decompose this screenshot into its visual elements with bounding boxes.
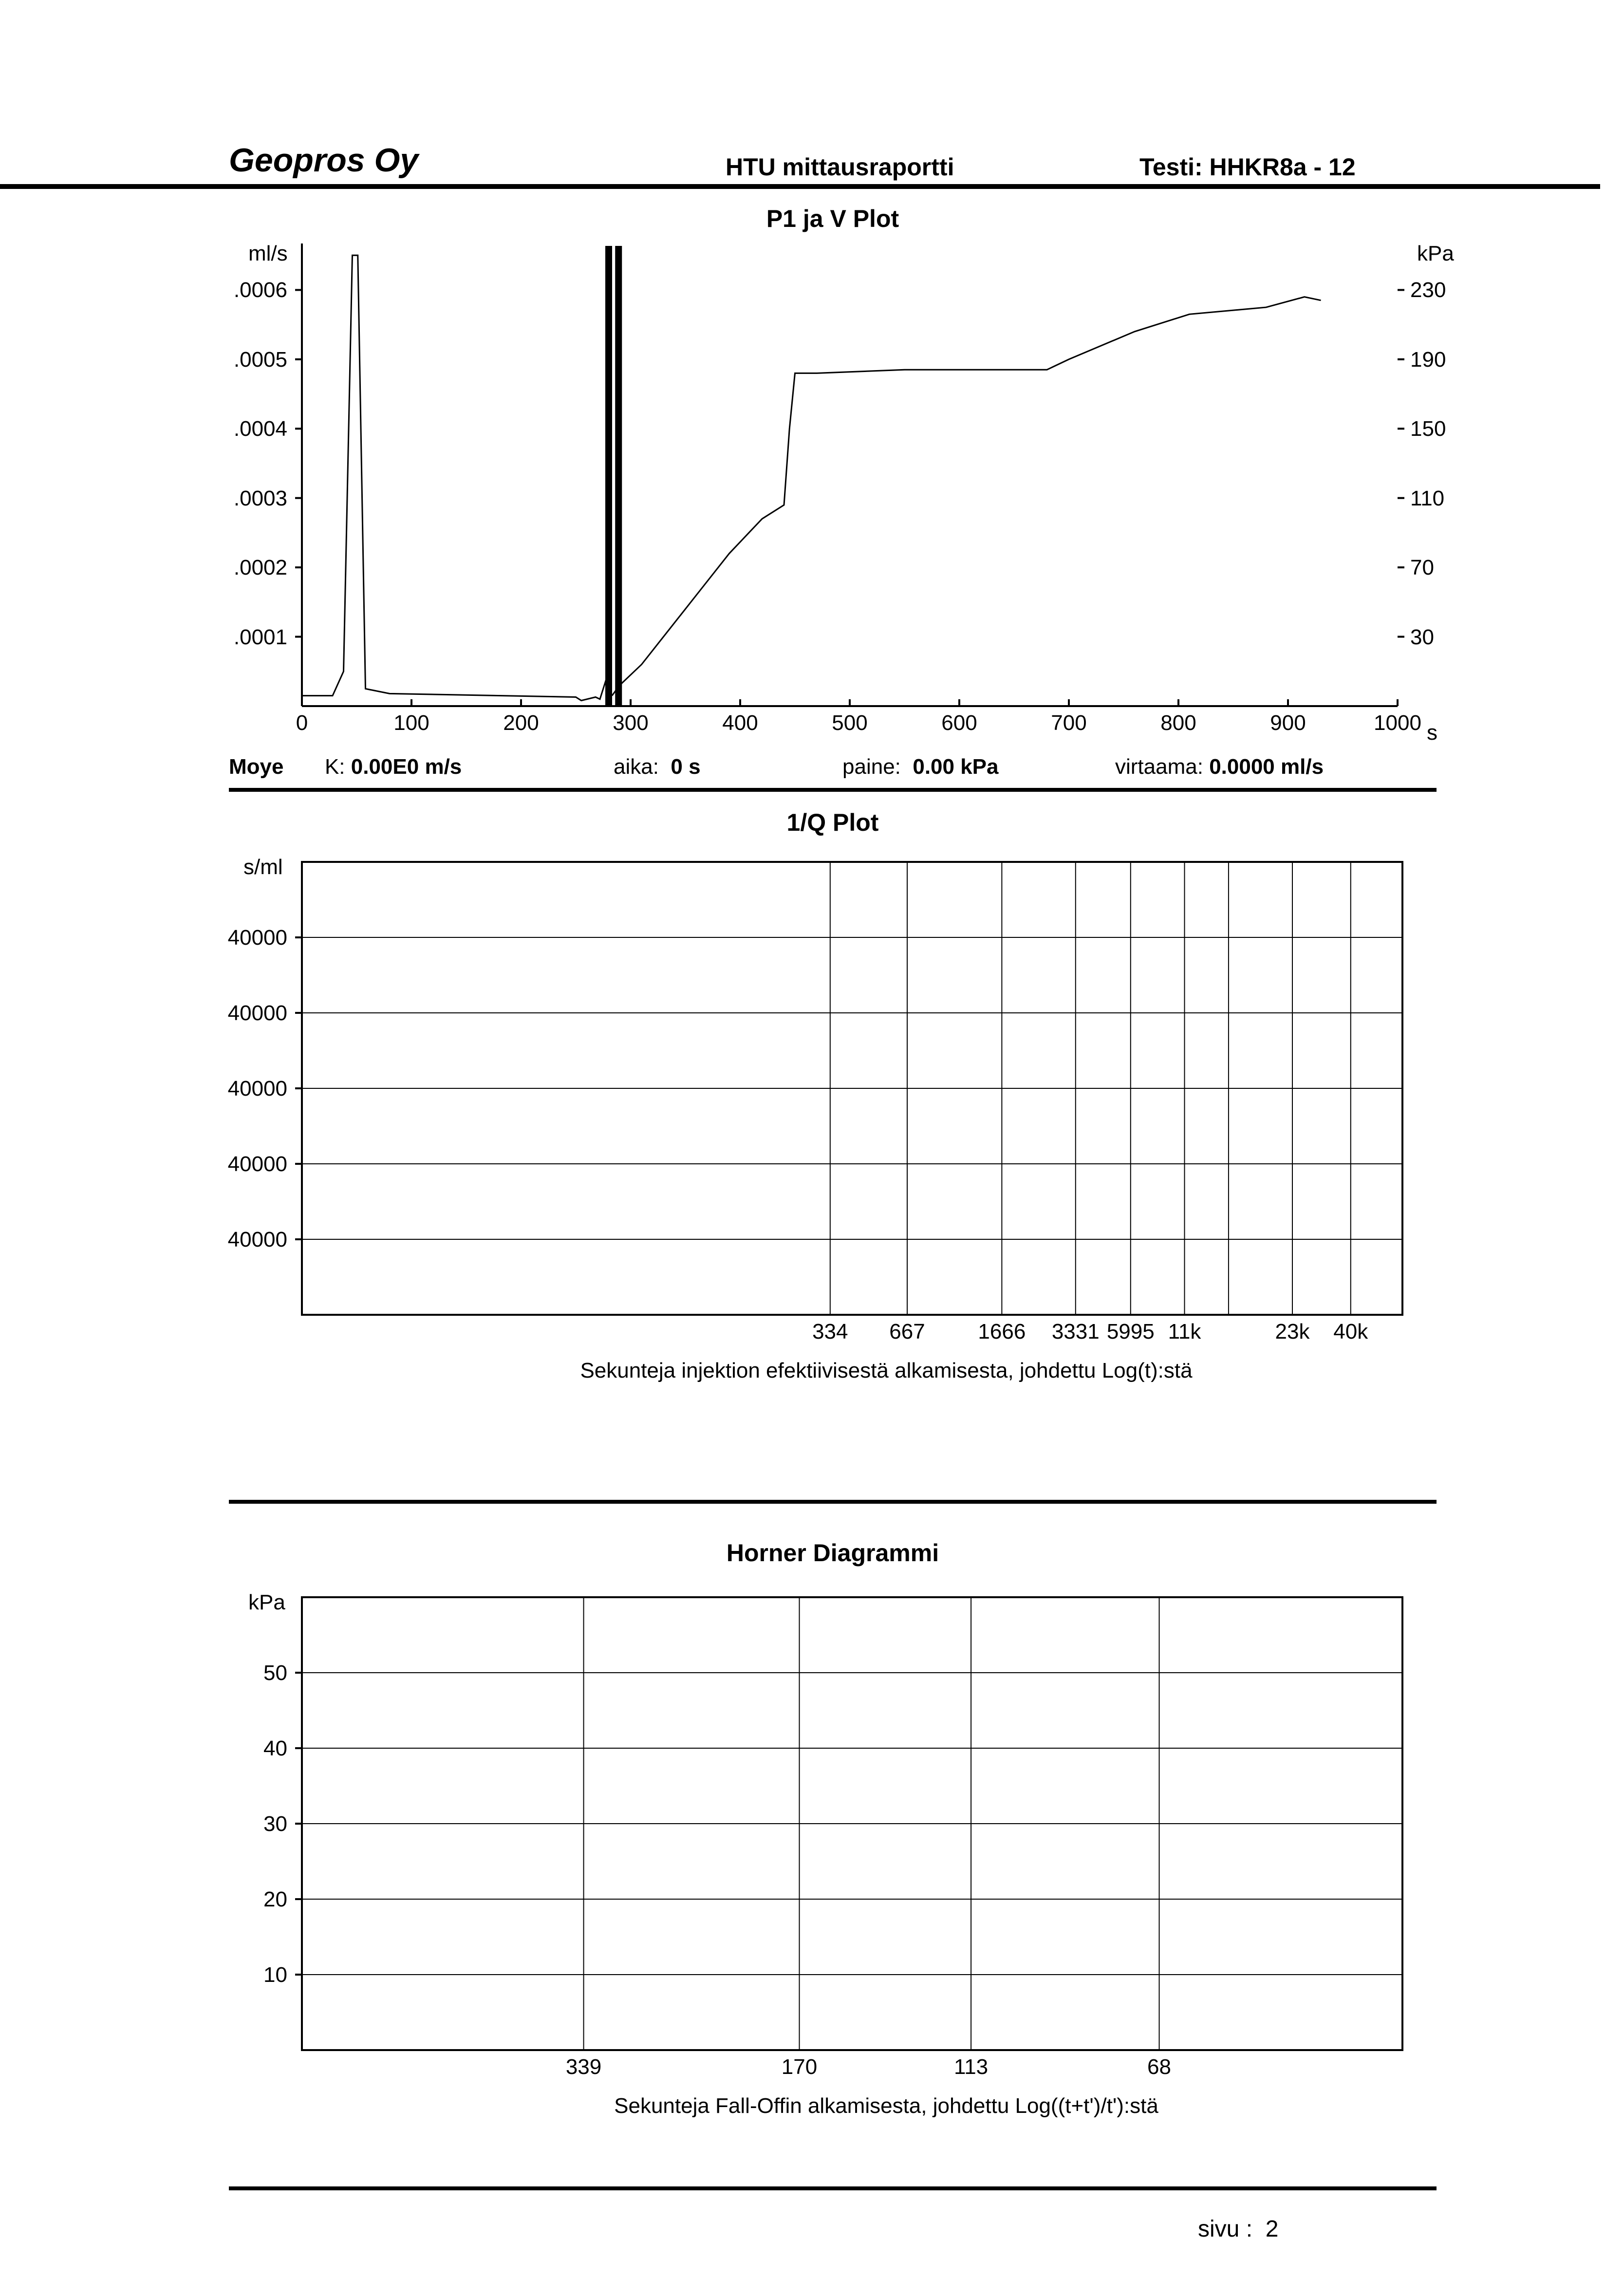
chart2-caption: Sekunteja injektion efektiivisestä alkam… (399, 1359, 1373, 1383)
header-rule (0, 184, 1600, 189)
chart1-left-unit: ml/s (248, 242, 288, 266)
company-name: Geopros Oy (229, 141, 418, 179)
tick-label: 40000 (228, 1228, 287, 1252)
tick-label: 150 (1410, 417, 1446, 441)
report-page: Geopros Oy HTU mittausraportti Testi: HH… (229, 141, 1437, 185)
chart2-left-unit: s/ml (243, 855, 283, 879)
tick-label: 40000 (228, 1152, 287, 1176)
chart1-right-unit: kPa (1417, 242, 1454, 266)
tick-label: 40000 (228, 1001, 287, 1026)
chart3-left-unit: kPa (248, 1590, 285, 1615)
tick-label: 68 (1147, 2055, 1171, 2079)
tick-label: 30 (263, 1812, 287, 1836)
chart2-title: 1/Q Plot (229, 808, 1437, 837)
tick-label: 200 (503, 711, 539, 735)
tick-label: 70 (1410, 556, 1434, 580)
tick-label: 170 (782, 2055, 817, 2079)
tick-label: 113 (954, 2055, 988, 2079)
tick-label: 339 (566, 2055, 601, 2079)
report-title: HTU mittausraportti (726, 153, 954, 181)
tick-label: 40k (1333, 1320, 1368, 1344)
tick-label: 11k (1168, 1320, 1201, 1344)
report-header: Geopros Oy HTU mittausraportti Testi: HH… (229, 141, 1437, 185)
tick-label: 1000 (1374, 711, 1421, 735)
chart3-plot (292, 1592, 1407, 2060)
tick-label: 500 (832, 711, 867, 735)
tick-label: 667 (889, 1320, 925, 1344)
tick-label: 300 (613, 711, 648, 735)
rule-after-chart1 (229, 788, 1437, 792)
tick-label: 40 (263, 1736, 287, 1761)
tick-label: 50 (263, 1661, 287, 1685)
tick-label: 0 (296, 711, 308, 735)
tick-label: 23k (1275, 1320, 1310, 1344)
tick-label: 5995 (1107, 1320, 1155, 1344)
tick-label: .0005 (234, 348, 287, 372)
tick-label: 800 (1160, 711, 1196, 735)
tick-label: 334 (812, 1320, 848, 1344)
tick-label: 700 (1051, 711, 1086, 735)
tick-label: 110 (1410, 486, 1444, 511)
chart1-plot (292, 243, 1407, 716)
chart2-plot (292, 857, 1407, 1325)
tick-label: 3331 (1052, 1320, 1100, 1344)
tick-label: 40000 (228, 926, 287, 950)
tick-label: .0003 (234, 486, 287, 511)
tick-label: 100 (393, 711, 429, 735)
test-label: Testi: HHKR8a - 12 (1139, 153, 1356, 181)
rule-before-chart3 (229, 1500, 1437, 1504)
rule-footer (229, 2186, 1437, 2190)
tick-label: 20 (263, 1887, 287, 1912)
chart1-x-unit: s (1427, 721, 1437, 745)
tick-label: .0006 (234, 278, 287, 302)
chart3-title: Horner Diagrammi (229, 1539, 1437, 1567)
status-paine: paine: 0.00 kPa (842, 755, 999, 779)
status-virtaama: virtaama: 0.0000 ml/s (1115, 755, 1324, 779)
tick-label: .0004 (234, 417, 287, 441)
tick-label: .0001 (234, 625, 287, 650)
chart1-title: P1 ja V Plot (229, 205, 1437, 233)
tick-label: 190 (1410, 348, 1446, 372)
tick-label: 1666 (978, 1320, 1026, 1344)
tick-label: 230 (1410, 278, 1446, 302)
chart3-caption: Sekunteja Fall-Offin alkamisesta, johdet… (399, 2094, 1373, 2118)
tick-label: 10 (263, 1963, 287, 1987)
status-row: Moye K: 0.00E0 m/s (229, 755, 462, 779)
status-aika: aika: 0 s (614, 755, 701, 779)
tick-label: .0002 (234, 556, 287, 580)
tick-label: 600 (941, 711, 977, 735)
page-footer: sivu : 2 (1198, 2216, 1278, 2242)
tick-label: 400 (722, 711, 758, 735)
tick-label: 900 (1270, 711, 1306, 735)
tick-label: 40000 (228, 1077, 287, 1101)
tick-label: 30 (1410, 625, 1434, 650)
